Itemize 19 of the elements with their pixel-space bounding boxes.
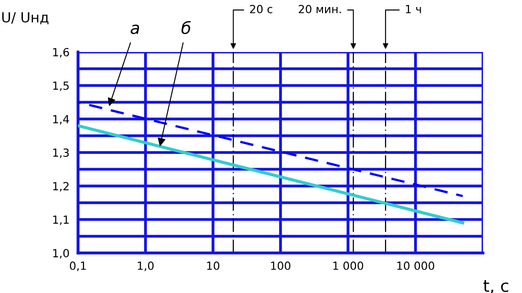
y-tick-label: 1,6	[53, 48, 69, 58]
x-tick-label: 1 000	[333, 262, 364, 270]
annotation: б	[182, 20, 191, 34]
y-tick-label: 1,3	[53, 148, 69, 158]
x-tick-label: 0,1	[70, 262, 86, 272]
y-tick-label: 1,2	[53, 182, 69, 192]
x-tick-label: 100	[271, 262, 290, 270]
annotation: а	[130, 24, 140, 34]
ref-line-label: 1 ч	[406, 5, 421, 14]
y-axis-title: U/ Uнд	[2, 12, 48, 24]
ref-line-label: 20 мин.	[298, 4, 341, 14]
x-tick-label: 10 000	[397, 262, 434, 270]
x-tick-label: 10	[207, 262, 220, 270]
ref-line-label: 20 с	[250, 4, 272, 14]
x-tick-label: 1,0	[138, 262, 154, 272]
y-tick-label: 1,5	[53, 82, 69, 92]
y-tick-label: 1,4	[53, 115, 70, 125]
y-tick-label: 1,1	[53, 216, 69, 226]
y-tick-label: 1,0	[53, 248, 69, 259]
